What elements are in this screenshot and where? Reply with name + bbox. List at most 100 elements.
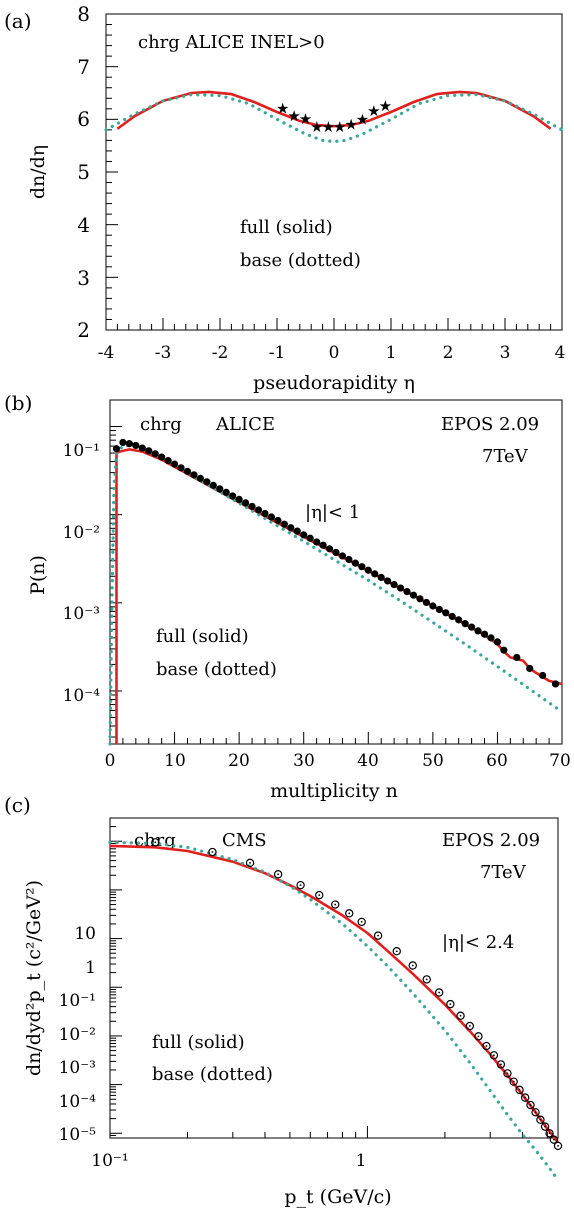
panel-c: (c) 10⁻¹ 1 10⁻⁵ 10⁻⁴ 10⁻³ 10⁻² 10⁻¹ 1 10… bbox=[4, 793, 563, 1208]
panel-a-label: (a) bbox=[4, 9, 32, 33]
annot-model: EPOS 2.09 bbox=[442, 830, 540, 851]
data-point bbox=[164, 457, 172, 465]
data-point bbox=[396, 584, 405, 592]
data-point-center bbox=[438, 991, 441, 994]
x-tick-label: -4 bbox=[98, 343, 115, 363]
data-point bbox=[261, 509, 269, 518]
data-point bbox=[545, 1129, 554, 1138]
x-tick-label: 0 bbox=[105, 751, 116, 771]
x-tick-label: 10⁻¹ bbox=[91, 1151, 128, 1171]
panel-b-y-tick-labels: 10⁻⁴ 10⁻³ 10⁻² 10⁻¹ bbox=[63, 441, 101, 706]
panel-b-x-axis-label: multiplicity n bbox=[270, 780, 398, 802]
panel-a: (a) -4 -3 -2 -1 0 1 2 3 4 2 3 4 5 6 7 8 … bbox=[4, 2, 565, 394]
data-point bbox=[313, 538, 321, 546]
data-point bbox=[526, 664, 534, 673]
data-point bbox=[345, 555, 353, 564]
x-tick-label: 20 bbox=[228, 751, 250, 771]
data-point bbox=[482, 1041, 491, 1051]
annot-energy: 7TeV bbox=[482, 446, 529, 467]
panel-b-x-tick-labels: 0 10 20 30 40 50 60 70 bbox=[105, 751, 571, 771]
x-tick-label: 1 bbox=[386, 343, 397, 363]
data-point-center bbox=[277, 873, 280, 876]
data-point-center bbox=[154, 841, 157, 844]
data-point bbox=[461, 620, 469, 628]
legend-base: base (dotted) bbox=[152, 1064, 273, 1085]
data-point bbox=[422, 598, 430, 607]
data-point bbox=[493, 638, 502, 646]
data-point bbox=[539, 671, 547, 680]
y-tick-label: 5 bbox=[77, 160, 90, 184]
panel-a-y-axis-label: dn/dη bbox=[27, 145, 49, 199]
data-point bbox=[338, 552, 347, 560]
data-point bbox=[248, 502, 256, 511]
annot-eta-cut: |η|< 2.4 bbox=[442, 932, 514, 953]
panel-c-x-tick-labels: 10⁻¹ 1 bbox=[91, 1151, 366, 1171]
data-point bbox=[306, 534, 314, 542]
y-tick-label: 10⁻³ bbox=[63, 604, 100, 624]
x-tick-label: -2 bbox=[212, 343, 229, 363]
data-point bbox=[531, 1108, 540, 1117]
annot-experiment: CMS bbox=[222, 830, 267, 851]
data-point-center bbox=[544, 1125, 546, 1128]
data-point-center bbox=[299, 884, 302, 887]
data-point-center bbox=[425, 978, 428, 981]
data-point bbox=[513, 653, 521, 662]
base-dotted-series bbox=[104, 92, 564, 144]
panel-a-series: ★★★★★★★★★★ bbox=[104, 90, 564, 144]
data-point bbox=[151, 838, 160, 847]
x-tick-label: 60 bbox=[486, 751, 508, 771]
data-point-center bbox=[506, 1072, 509, 1075]
data-point bbox=[377, 573, 385, 582]
data-point bbox=[273, 870, 283, 879]
y-tick-label: 10⁻⁴ bbox=[59, 1092, 97, 1112]
data-point bbox=[203, 478, 211, 486]
y-tick-label: 4 bbox=[77, 213, 90, 237]
data-point bbox=[364, 566, 372, 574]
x-tick-label: 2 bbox=[443, 343, 454, 363]
data-point-center bbox=[552, 1138, 555, 1141]
x-tick-label: 50 bbox=[422, 751, 444, 771]
data-point-center bbox=[360, 921, 363, 923]
data-point: ★ bbox=[287, 107, 300, 125]
x-tick-label: -1 bbox=[269, 343, 286, 363]
data-point bbox=[416, 595, 424, 603]
data-point bbox=[553, 1141, 563, 1151]
data-point-center bbox=[524, 1096, 527, 1099]
data-point bbox=[448, 612, 456, 621]
legend-base: base (dotted) bbox=[240, 250, 361, 271]
data-point bbox=[280, 520, 288, 528]
data-point bbox=[422, 975, 431, 984]
data-point-center bbox=[499, 1063, 502, 1066]
panel-b-label: (b) bbox=[4, 391, 32, 415]
data-point bbox=[319, 541, 327, 549]
panel-c-frame bbox=[109, 817, 559, 1139]
data-point bbox=[177, 464, 185, 472]
data-point bbox=[132, 441, 140, 450]
data-point bbox=[392, 947, 401, 956]
data-point bbox=[429, 602, 437, 610]
data-point bbox=[390, 580, 398, 589]
data-point: ★ bbox=[367, 102, 380, 120]
data-point-center bbox=[348, 912, 351, 915]
data-point bbox=[384, 577, 392, 585]
data-point: ★ bbox=[344, 116, 357, 134]
data-point-center bbox=[477, 1035, 480, 1038]
data-point bbox=[474, 1032, 483, 1041]
y-tick-label: 7 bbox=[77, 55, 90, 79]
legend-base: base (dotted) bbox=[156, 659, 277, 680]
data-point-center bbox=[534, 1111, 537, 1114]
data-point bbox=[489, 1051, 499, 1060]
x-tick-label: 0 bbox=[329, 343, 340, 363]
full-line-series bbox=[115, 448, 563, 744]
data-point bbox=[287, 524, 295, 532]
data-point bbox=[403, 587, 411, 596]
data-point bbox=[357, 917, 366, 927]
data-point bbox=[183, 467, 192, 475]
annot-eta-cut: |η|< 1 bbox=[305, 502, 360, 523]
x-tick-label: 10 bbox=[164, 751, 186, 771]
data-point bbox=[254, 506, 263, 514]
x-tick-label: -3 bbox=[155, 343, 172, 363]
panel-c-ticks bbox=[109, 817, 548, 1139]
data-point bbox=[325, 545, 334, 553]
